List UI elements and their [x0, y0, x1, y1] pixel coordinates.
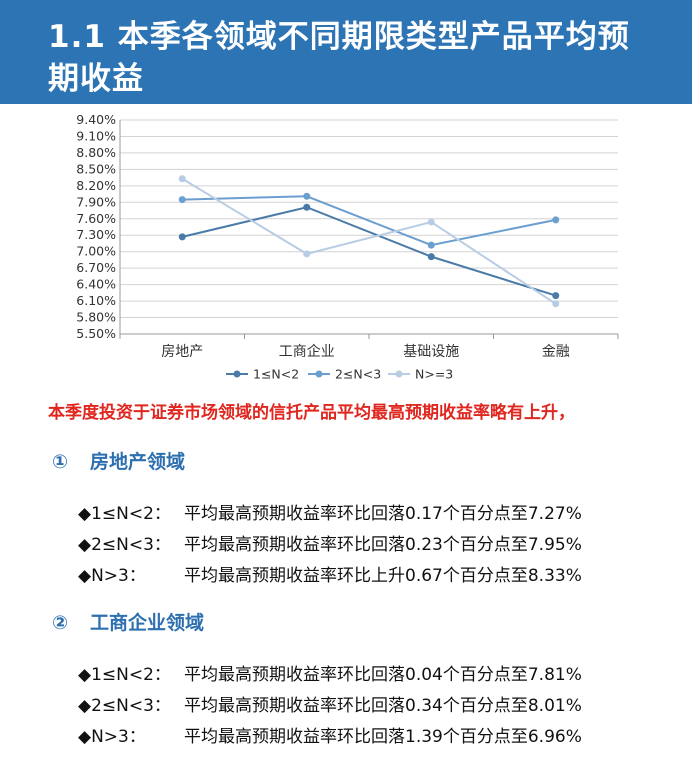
highlight-text: 本季度投资于证券市场领域的信托产品平均最高预期收益率略有上升，	[48, 403, 575, 423]
y-tick-label: 8.20%	[76, 178, 116, 193]
data-point	[178, 175, 186, 183]
data-point	[552, 216, 560, 224]
x-tick-label: 金融	[542, 344, 570, 360]
section-real-estate: ① 房地产领域	[52, 447, 185, 474]
item-label: ◆2≤N<3：	[78, 535, 171, 555]
y-tick-label: 5.80%	[76, 310, 116, 325]
series-line	[182, 195, 556, 247]
item-label: ◆1≤N<2：	[78, 504, 171, 524]
x-tick-label: 工商企业	[279, 343, 335, 360]
item-text: 平均最高预期收益率环比回落1.39个百分点至6.96%	[184, 727, 582, 747]
item-text: 平均最高预期收益率环比上升0.67个百分点至8.33%	[184, 566, 582, 586]
y-tick-label: 6.40%	[76, 277, 116, 292]
y-tick-label: 7.00%	[76, 244, 116, 259]
section-title: 房地产领域	[90, 451, 186, 473]
page-title: 1.1 本季各领域不同期限类型产品平均预期收益	[48, 19, 630, 97]
x-tick-label: 房地产	[161, 344, 203, 360]
y-tick-label: 5.50%	[76, 326, 116, 341]
item-label: ◆1≤N<2：	[78, 665, 171, 685]
list-item: ◆2≤N<3： 平均最高预期收益率环比回落0.34个百分点至8.01%	[78, 691, 582, 716]
y-tick-label: 7.30%	[76, 227, 116, 242]
legend-marker	[315, 370, 323, 378]
list-item: ◆2≤N<3： 平均最高预期收益率环比回落0.23个百分点至7.95%	[78, 530, 582, 555]
section-number: ②	[52, 612, 69, 634]
data-point	[303, 203, 311, 211]
legend-label: 1≤N<2	[253, 367, 299, 382]
list-item: ◆N>3： 平均最高预期收益率环比上升0.67个百分点至8.33%	[78, 561, 582, 586]
y-tick-label: 7.90%	[76, 194, 116, 209]
series-line	[181, 177, 557, 305]
list-item: ◆1≤N<2： 平均最高预期收益率环比回落0.04个百分点至7.81%	[78, 660, 582, 685]
item-label: ◆N>3：	[78, 566, 146, 586]
item-label: ◆N>3：	[78, 727, 146, 747]
section-title: 工商企业领域	[90, 612, 205, 634]
data-point	[427, 218, 435, 226]
section-number: ①	[52, 451, 69, 473]
y-tick-label: 6.70%	[76, 260, 116, 275]
data-point	[178, 196, 186, 204]
legend-label: 2≤N<3	[335, 367, 381, 382]
y-tick-label: 8.80%	[76, 145, 116, 160]
data-point	[303, 250, 311, 258]
y-tick-label: 9.10%	[76, 128, 116, 143]
item-label: ◆2≤N<3：	[78, 696, 171, 716]
y-tick-label: 7.60%	[76, 211, 116, 226]
line-chart: 9.40%9.10% 8.80%8.50% 8.20%7.90% 7.60%7.30%…	[76, 112, 619, 382]
page-header: 1.1 本季各领域不同期限类型产品平均预期收益	[0, 0, 692, 104]
legend-label: N>=3	[415, 367, 453, 382]
y-tick-label: 8.50%	[76, 161, 116, 176]
data-point	[427, 253, 435, 261]
y-tick-label: 9.40%	[76, 112, 116, 127]
data-point	[552, 300, 560, 308]
x-axis: 房地产 工商企业 基础设施 金融	[119, 333, 619, 360]
y-axis: 9.40%9.10% 8.80%8.50% 8.20%7.90% 7.60%7.30%…	[76, 112, 121, 341]
list-item: ◆1≤N<2： 平均最高预期收益率环比回落0.17个百分点至7.27%	[78, 499, 582, 524]
data-point	[427, 241, 435, 249]
y-tick-label: 6.10%	[76, 293, 116, 308]
item-text: 平均最高预期收益率环比回落0.17个百分点至7.27%	[184, 504, 582, 524]
section-industrial-commercial: ② 工商企业领域	[52, 608, 204, 635]
data-point	[303, 192, 311, 200]
data-point	[178, 233, 186, 241]
chart-series	[178, 175, 560, 308]
data-point	[552, 292, 560, 300]
chart-gridlines	[120, 119, 618, 335]
legend-marker	[233, 370, 241, 378]
x-tick-label: 基础设施	[403, 343, 459, 360]
list-item: ◆N>3： 平均最高预期收益率环比回落1.39个百分点至6.96%	[78, 722, 582, 747]
legend-marker	[395, 370, 403, 378]
item-text: 平均最高预期收益率环比回落0.34个百分点至8.01%	[184, 696, 582, 716]
chart-legend: 1≤N<2 2≤N<3 N>=3	[226, 367, 453, 382]
item-text: 平均最高预期收益率环比回落0.23个百分点至7.95%	[184, 535, 582, 555]
item-text: 平均最高预期收益率环比回落0.04个百分点至7.81%	[184, 665, 582, 685]
series-line	[182, 206, 557, 297]
